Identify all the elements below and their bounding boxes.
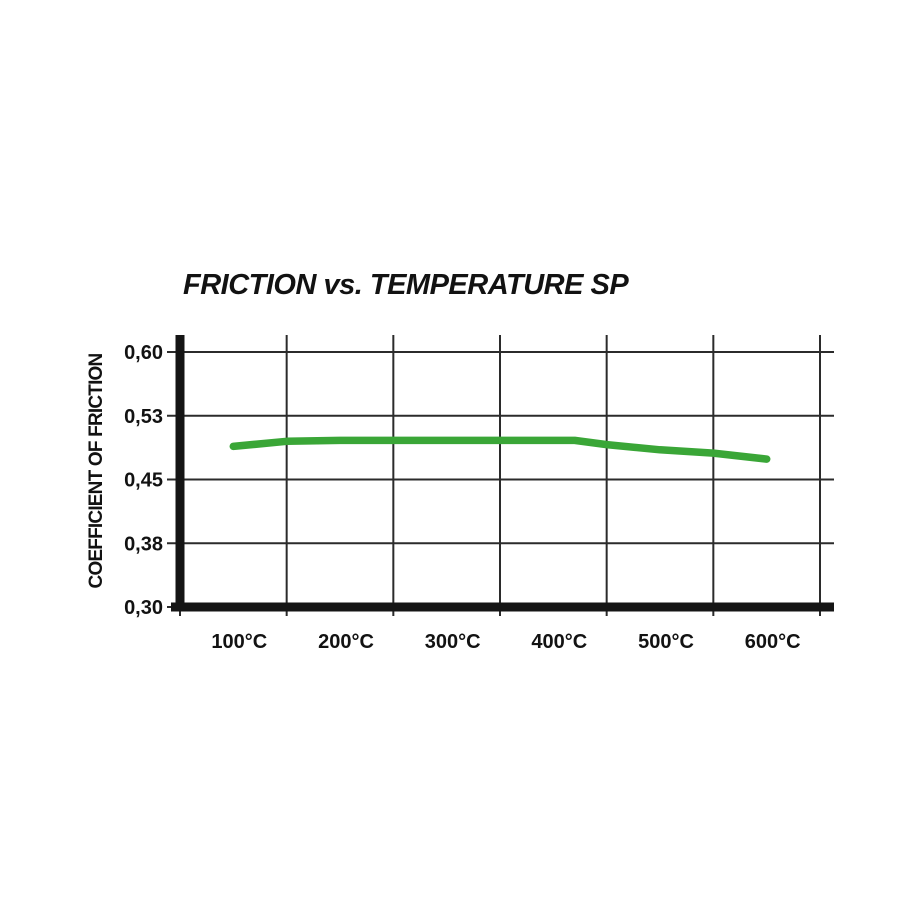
x-tick-label: 500°C <box>638 631 694 653</box>
x-tick-label: 100°C <box>211 631 267 653</box>
y-tick-label: 0,30 <box>124 597 163 619</box>
chart-title: FRICTION vs. TEMPERATURE SP <box>183 269 629 301</box>
x-tick-label: 400°C <box>531 631 587 653</box>
x-tick-label: 600°C <box>745 631 801 653</box>
y-tick-label: 0,53 <box>124 406 163 428</box>
y-tick-label: 0,38 <box>124 533 163 555</box>
x-tick-label: 200°C <box>318 631 374 653</box>
y-tick-label: 0,60 <box>124 342 163 364</box>
y-tick-label: 0,45 <box>124 470 163 492</box>
friction-curve <box>229 436 771 463</box>
x-tick-label: 300°C <box>425 631 481 653</box>
